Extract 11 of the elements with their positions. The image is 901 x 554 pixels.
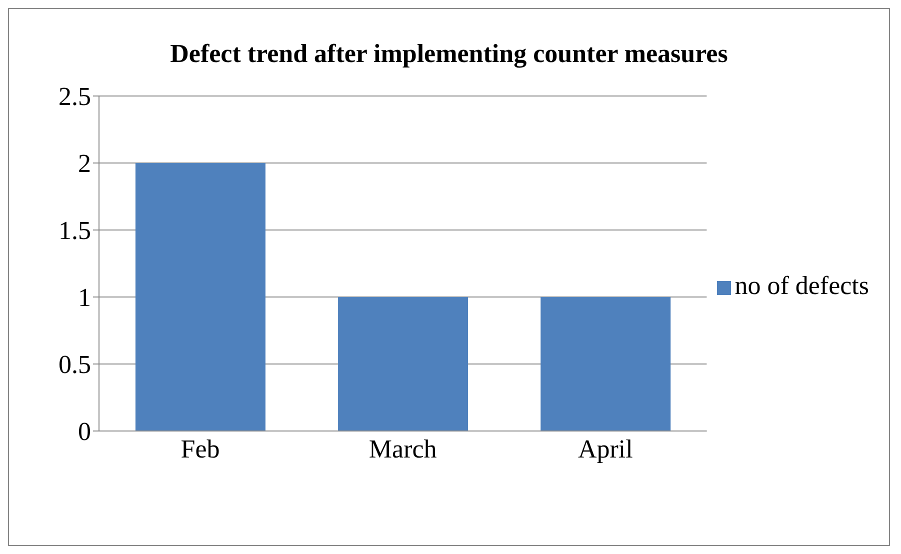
y-tick-label: 2 <box>78 149 91 178</box>
y-tick-label: 0.5 <box>58 350 91 380</box>
legend-label: no of defects <box>734 271 869 300</box>
y-tick-label: 2.5 <box>58 82 91 112</box>
chart-title: Defect trend after implementing counter measures <box>169 38 729 70</box>
y-tick-label: 1.5 <box>58 216 91 246</box>
x-tick-label: April <box>578 434 633 464</box>
y-tick-label: 0 <box>78 417 91 446</box>
x-tick-label: March <box>368 434 437 464</box>
y-tick-label: 1 <box>78 283 91 312</box>
x-tick-label: Feb <box>180 434 220 464</box>
